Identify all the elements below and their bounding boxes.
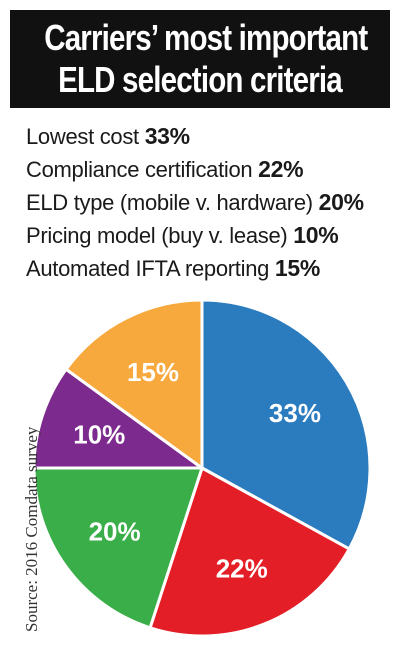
legend-item-eld-type: ELD type (mobile v. hardware) 20% <box>26 186 396 219</box>
slice-compliance-certification <box>148 466 351 638</box>
source-credit: Source: 2016 Comdata survey <box>22 426 41 632</box>
slice-automated-ifta-label: 15% <box>127 357 179 387</box>
slice-eld-type-label: 20% <box>89 516 141 546</box>
legend-label: ELD type (mobile v. hardware) <box>26 190 313 215</box>
slice-pricing-model-label: 10% <box>73 420 125 450</box>
slice-pricing-model <box>32 367 204 470</box>
title-banner: Carriers’ most important ELD selection c… <box>10 10 390 108</box>
legend-value: 10% <box>293 222 339 248</box>
legend-item-automated-ifta: Automated IFTA reporting 15% <box>26 252 396 285</box>
slice-compliance-certification-label: 22% <box>216 553 268 583</box>
legend-label: Pricing model (buy v. lease) <box>26 223 288 248</box>
legend-value: 15% <box>274 255 321 281</box>
slice-automated-ifta <box>64 298 204 470</box>
title-line-2: ELD selection criteria <box>58 59 343 100</box>
legend-value: 33% <box>144 123 190 149</box>
legend-value: 20% <box>318 189 364 215</box>
legend-item-pricing-model: Pricing model (buy v. lease) 10% <box>26 219 396 252</box>
legend-label: Automated IFTA reporting <box>26 256 270 281</box>
legend-item-compliance-certification: Compliance certification 22% <box>26 153 396 186</box>
legend-list: Lowest cost 33% Compliance certification… <box>26 120 396 285</box>
legend-value: 22% <box>258 156 304 182</box>
slice-eld-type <box>32 466 204 630</box>
title-line-1: Carriers’ most important <box>44 17 368 58</box>
legend-item-lowest-cost: Lowest cost 33% <box>26 120 396 153</box>
slice-lowest-cost <box>200 298 372 551</box>
legend-label: Lowest cost <box>26 124 139 149</box>
legend-label: Compliance certification <box>26 157 253 182</box>
slice-lowest-cost-label: 33% <box>269 398 321 428</box>
